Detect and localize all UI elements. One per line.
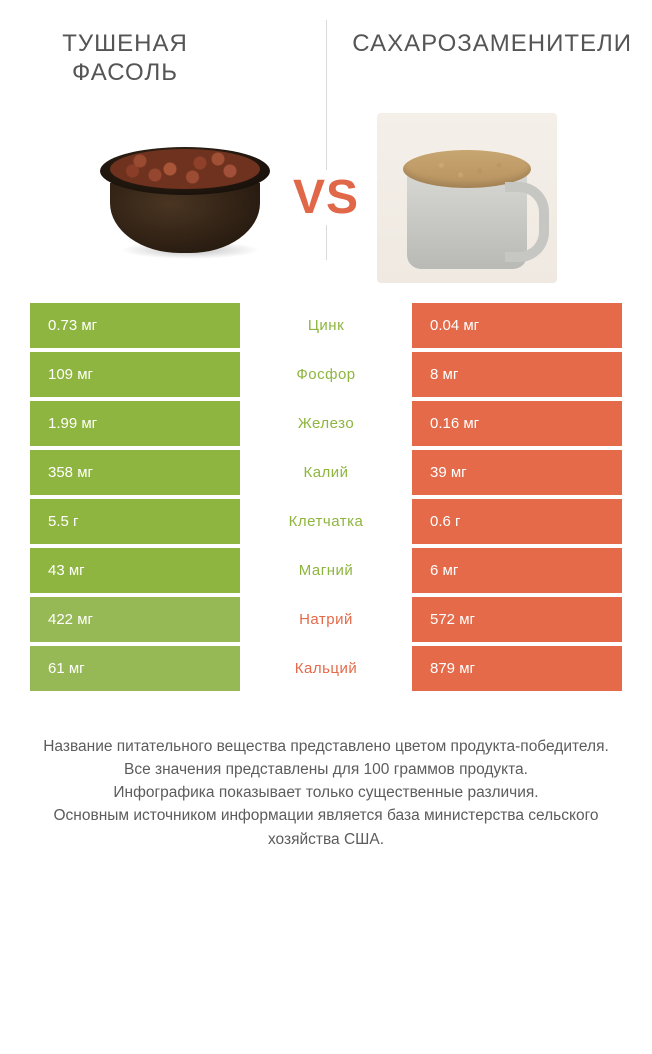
left-value-cell: 43 мг [30, 548, 240, 593]
footnote: Название питательного вещества представл… [0, 695, 652, 851]
left-title-line2: фасоль [72, 59, 178, 86]
right-value-cell: 0.6 г [412, 499, 622, 544]
vs-label: VS [285, 170, 367, 225]
table-row: 5.5 гКлетчатка0.6 г [30, 499, 622, 544]
footnote-line: Основным источником информации является … [40, 804, 612, 851]
nutrient-label: Железо [240, 401, 412, 446]
left-value-cell: 61 мг [30, 646, 240, 691]
footnote-line: Инфографика показывает только существенн… [40, 781, 612, 804]
nutrient-label: Калий [240, 450, 412, 495]
table-row: 43 мгМагний6 мг [30, 548, 622, 593]
left-value-cell: 109 мг [30, 352, 240, 397]
sugar-cup-icon [377, 113, 557, 283]
right-product-image [377, 118, 557, 278]
table-row: 1.99 мгЖелезо0.16 мг [30, 401, 622, 446]
right-value-cell: 879 мг [412, 646, 622, 691]
beans-bowl-icon [100, 143, 270, 253]
left-value-cell: 0.73 мг [30, 303, 240, 348]
table-row: 0.73 мгЦинк0.04 мг [30, 303, 622, 348]
nutrient-label: Цинк [240, 303, 412, 348]
left-product-title: Тушеная фасоль [20, 30, 230, 88]
nutrient-label: Фосфор [240, 352, 412, 397]
left-value-cell: 422 мг [30, 597, 240, 642]
left-value-cell: 358 мг [30, 450, 240, 495]
right-value-cell: 572 мг [412, 597, 622, 642]
left-value-cell: 1.99 мг [30, 401, 240, 446]
table-row: 422 мгНатрий572 мг [30, 597, 622, 642]
table-row: 358 мгКалий39 мг [30, 450, 622, 495]
comparison-table: 0.73 мгЦинк0.04 мг109 мгФосфор8 мг1.99 м… [0, 303, 652, 691]
nutrient-label: Клетчатка [240, 499, 412, 544]
right-value-cell: 0.04 мг [412, 303, 622, 348]
right-value-cell: 39 мг [412, 450, 622, 495]
nutrient-label: Кальций [240, 646, 412, 691]
left-value-cell: 5.5 г [30, 499, 240, 544]
right-product-title: Сахарозаменители [312, 30, 632, 88]
footnote-line: Все значения представлены для 100 граммо… [40, 758, 612, 781]
nutrient-label: Натрий [240, 597, 412, 642]
right-value-cell: 0.16 мг [412, 401, 622, 446]
right-value-cell: 8 мг [412, 352, 622, 397]
footnote-line: Название питательного вещества представл… [40, 735, 612, 758]
table-row: 109 мгФосфор8 мг [30, 352, 622, 397]
left-product-image [95, 118, 275, 278]
right-value-cell: 6 мг [412, 548, 622, 593]
table-row: 61 мгКальций879 мг [30, 646, 622, 691]
left-title-line1: Тушеная [62, 30, 188, 57]
right-title-text: Сахарозаменители [352, 30, 632, 59]
nutrient-label: Магний [240, 548, 412, 593]
